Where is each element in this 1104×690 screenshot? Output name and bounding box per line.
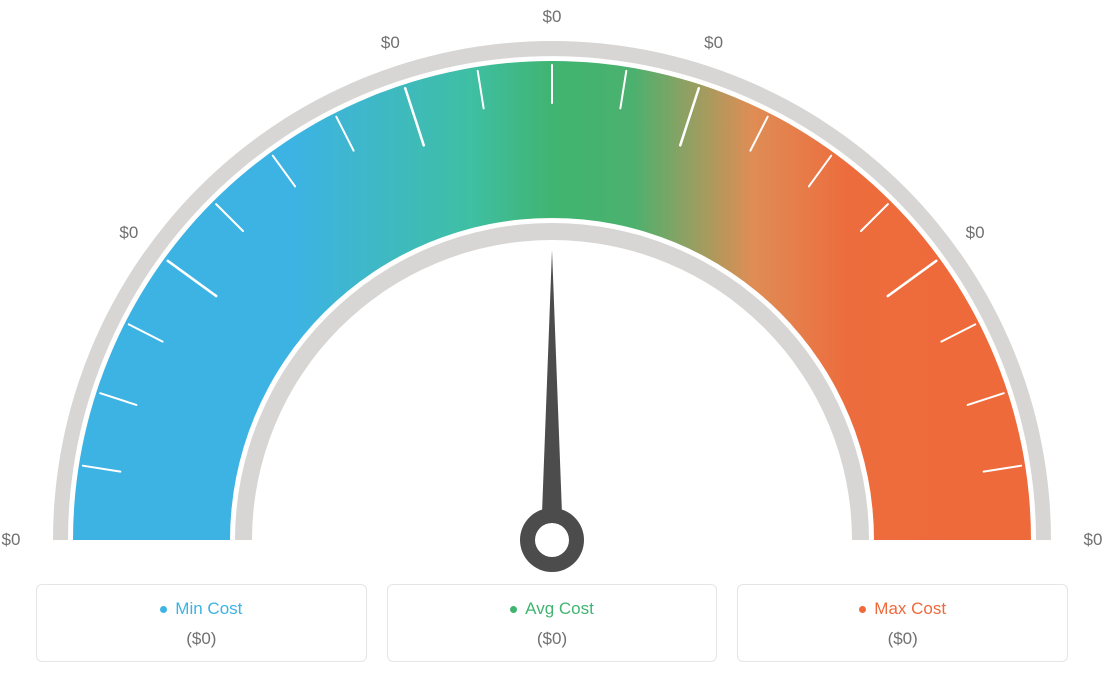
legend-card-max: Max Cost ($0) <box>737 584 1068 662</box>
legend-value-max: ($0) <box>748 629 1057 649</box>
legend-value-min: ($0) <box>47 629 356 649</box>
gauge-tick-label: $0 <box>119 223 138 243</box>
legend-dot-max <box>859 606 866 613</box>
gauge-tick-label: $0 <box>1084 530 1103 550</box>
legend-value-avg: ($0) <box>398 629 707 649</box>
legend-row: Min Cost ($0) Avg Cost ($0) Max Cost ($0… <box>36 584 1068 662</box>
legend-label-max: Max Cost <box>874 599 946 619</box>
gauge-tick-label: $0 <box>966 223 985 243</box>
gauge-tick-label: $0 <box>704 33 723 53</box>
gauge-tick-label: $0 <box>2 530 21 550</box>
legend-label-min: Min Cost <box>175 599 242 619</box>
gauge-tick-label: $0 <box>381 33 400 53</box>
legend-card-min: Min Cost ($0) <box>36 584 367 662</box>
gauge-svg <box>0 0 1104 580</box>
legend-label-avg: Avg Cost <box>525 599 594 619</box>
legend-card-avg: Avg Cost ($0) <box>387 584 718 662</box>
legend-dot-min <box>160 606 167 613</box>
gauge-tick-label: $0 <box>543 7 562 27</box>
gauge-cost-chart: $0 $0 $0 $0 $0 $0 $0 Min Cost ($0) Avg Cost ($… <box>0 0 1104 690</box>
legend-dot-avg <box>510 606 517 613</box>
